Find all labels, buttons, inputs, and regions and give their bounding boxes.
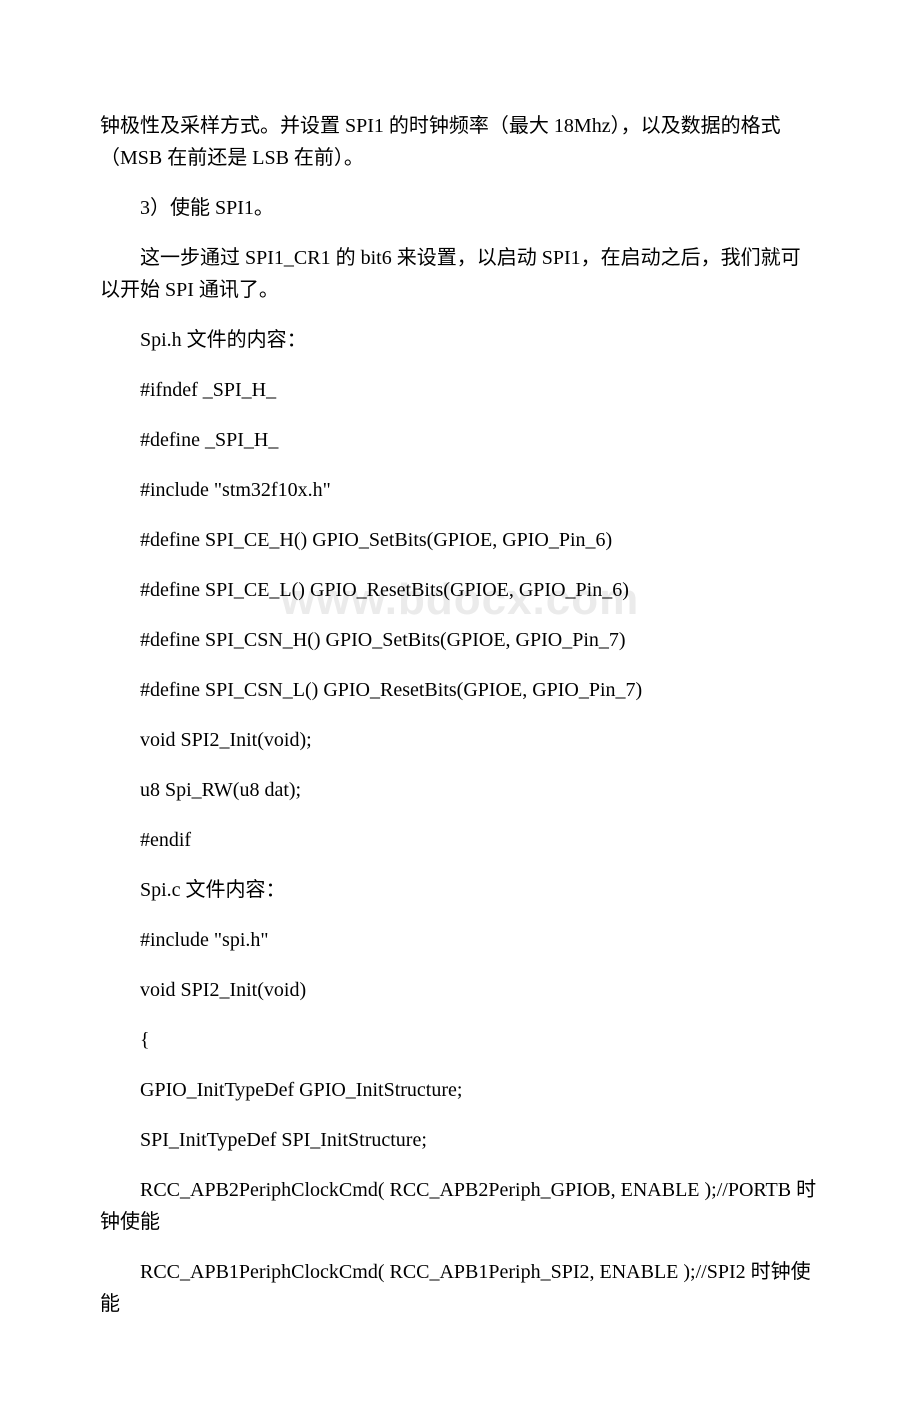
code-line: #define SPI_CE_L() GPIO_ResetBits(GPIOE,… [100, 574, 820, 606]
code-line: u8 Spi_RW(u8 dat); [100, 774, 820, 806]
code-line: #define SPI_CSN_H() GPIO_SetBits(GPIOE, … [100, 624, 820, 656]
code-line: #include "spi.h" [100, 924, 820, 956]
paragraph: 钟极性及采样方式。并设置 SPI1 的时钟频率（最大 18Mhz），以及数据的格… [100, 110, 820, 174]
paragraph: 3）使能 SPI1。 [100, 192, 820, 224]
paragraph: 这一步通过 SPI1_CR1 的 bit6 来设置，以启动 SPI1，在启动之后… [100, 242, 820, 306]
code-line: { [100, 1024, 820, 1056]
paragraph: Spi.c 文件内容： [100, 874, 820, 906]
code-line: void SPI2_Init(void) [100, 974, 820, 1006]
code-line: #define SPI_CSN_L() GPIO_ResetBits(GPIOE… [100, 674, 820, 706]
code-line: SPI_InitTypeDef SPI_InitStructure; [100, 1124, 820, 1156]
paragraph: Spi.h 文件的内容： [100, 324, 820, 356]
code-line: #endif [100, 824, 820, 856]
code-line: RCC_APB2PeriphClockCmd( RCC_APB2Periph_G… [100, 1174, 820, 1238]
code-line: RCC_APB1PeriphClockCmd( RCC_APB1Periph_S… [100, 1256, 820, 1320]
code-line: #ifndef _SPI_H_ [100, 374, 820, 406]
code-line: #define SPI_CE_H() GPIO_SetBits(GPIOE, G… [100, 524, 820, 556]
code-line: #define _SPI_H_ [100, 424, 820, 456]
code-line: #include "stm32f10x.h" [100, 474, 820, 506]
code-line: GPIO_InitTypeDef GPIO_InitStructure; [100, 1074, 820, 1106]
document-content: 钟极性及采样方式。并设置 SPI1 的时钟频率（最大 18Mhz），以及数据的格… [100, 110, 820, 1320]
code-line: void SPI2_Init(void); [100, 724, 820, 756]
